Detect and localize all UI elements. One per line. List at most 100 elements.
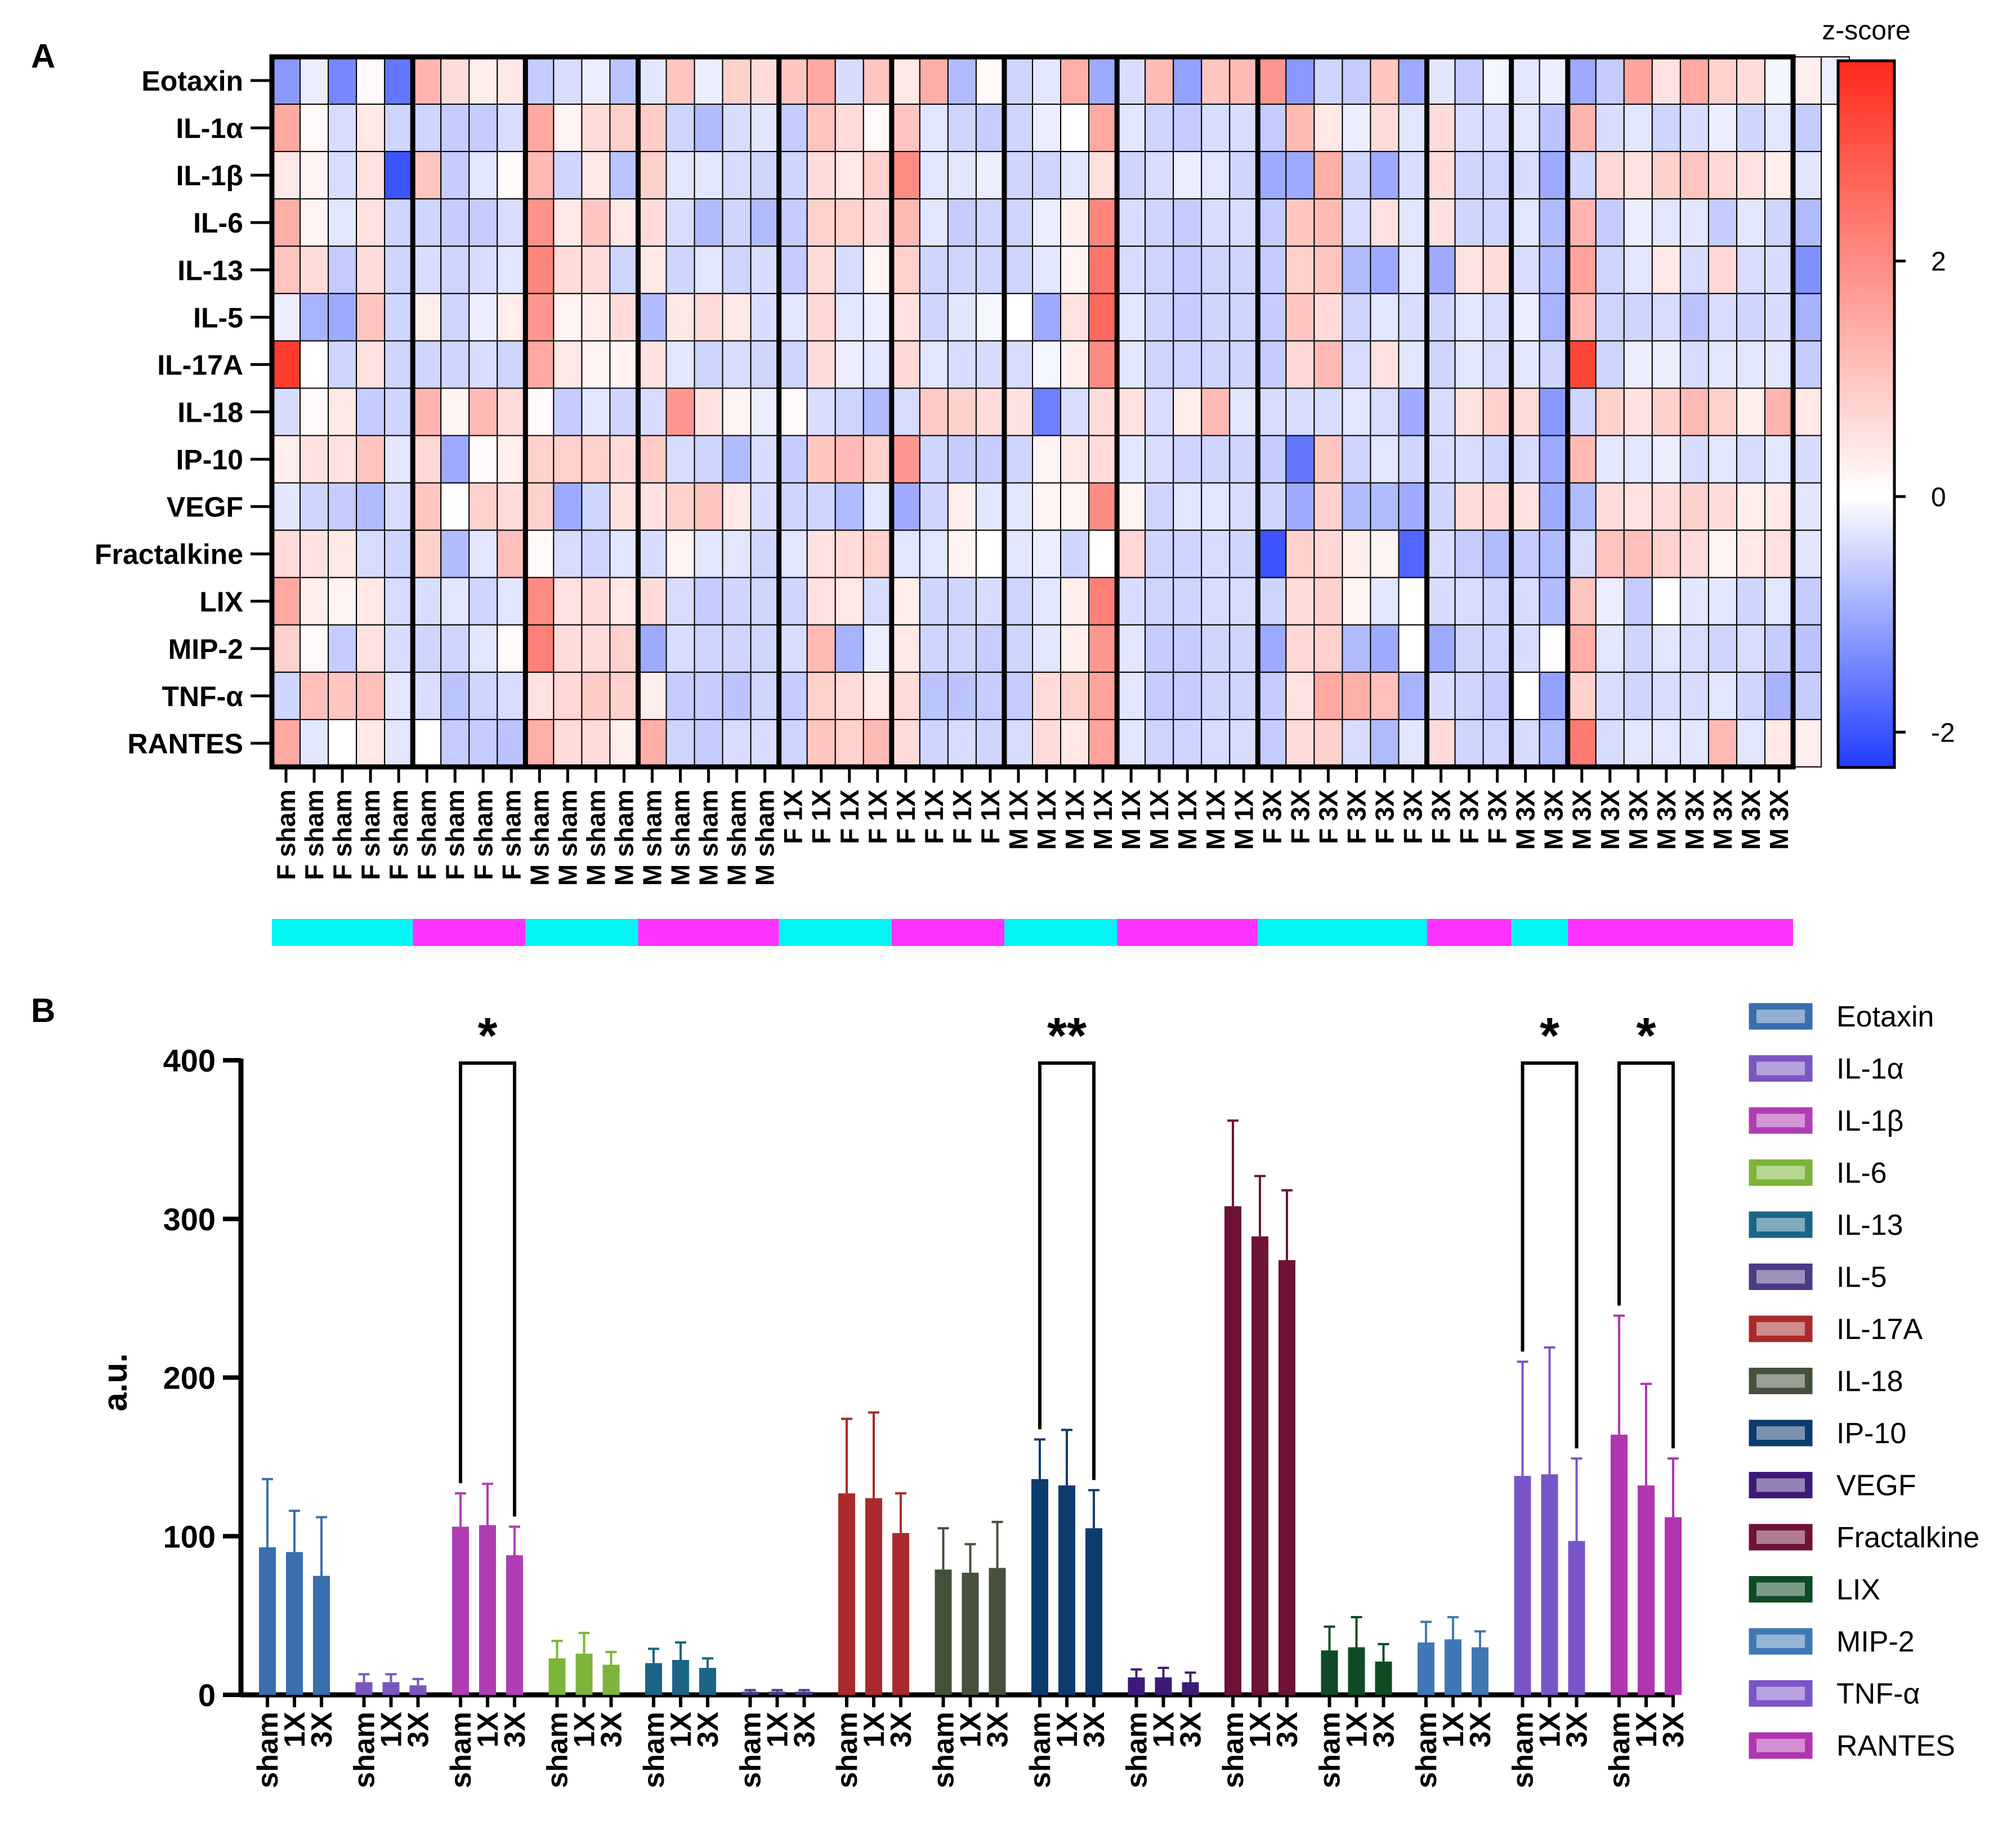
- heatmap-cell: [1482, 104, 1512, 153]
- heatmap-cell: [919, 529, 949, 578]
- column-label: M sham: [525, 789, 554, 886]
- heatmap-cell: [1623, 198, 1653, 247]
- heatmap-cell: [1116, 718, 1146, 768]
- heatmap-cell: [1398, 151, 1428, 200]
- heatmap-cell: [665, 624, 695, 673]
- column-label: M 3X: [1624, 789, 1653, 850]
- heatmap-cell: [1088, 56, 1118, 105]
- heatmap-cell: [356, 387, 386, 436]
- heatmap-cell: [919, 435, 949, 484]
- heatmap-cell: [1398, 387, 1428, 436]
- heatmap-cell: [1595, 104, 1625, 153]
- heatmap-cell: [1539, 482, 1568, 531]
- heatmap-cell: [525, 435, 555, 484]
- heatmap-cell: [750, 104, 780, 153]
- heatmap-cell: [975, 387, 1005, 436]
- heatmap-cell: [919, 624, 949, 673]
- bar: [1375, 1661, 1392, 1695]
- heatmap-cell: [975, 151, 1005, 200]
- heatmap-cell: [1370, 529, 1400, 578]
- heatmap-cell: [919, 577, 949, 626]
- heatmap-cell: [1454, 198, 1484, 247]
- legend-swatch: [1749, 1524, 1813, 1551]
- heatmap-cell: [1623, 340, 1653, 389]
- significance-bracket: [1521, 1061, 1579, 1449]
- heatmap-cell: [891, 624, 920, 673]
- heatmap-cell: [1003, 246, 1034, 294]
- column-label: F 3X: [1257, 789, 1286, 844]
- significance-bracket: [1038, 1061, 1096, 1480]
- x-tick-label: 3X: [1561, 1712, 1594, 1748]
- heatmap-cell: [553, 671, 583, 720]
- heatmap-cell: [1707, 529, 1737, 578]
- heatmap-cell: [1313, 435, 1343, 484]
- heatmap-cell: [1736, 198, 1765, 247]
- heatmap-cell: [384, 387, 414, 436]
- heatmap-cell: [1764, 293, 1794, 342]
- colorbar-gradient: [1836, 59, 1896, 769]
- heatmap-cell: [1285, 246, 1315, 294]
- column-label: M 3X: [1567, 789, 1597, 850]
- heatmap-cell: [1370, 104, 1400, 153]
- heatmap-cell: [665, 293, 695, 342]
- heatmap-cell: [1088, 718, 1118, 768]
- heatmap-cell: [919, 387, 949, 436]
- heatmap-cell: [468, 340, 498, 389]
- heatmap-cell: [581, 718, 611, 768]
- panel-a-label: A: [31, 37, 55, 75]
- heatmap-cell: [1764, 577, 1794, 626]
- heatmap-cell: [665, 482, 695, 531]
- heatmap-cell: [271, 246, 301, 294]
- heatmap-cell: [1764, 671, 1794, 720]
- heatmap-cell: [497, 151, 526, 200]
- heatmap-cell: [1426, 718, 1456, 768]
- heatmap-cell: [525, 104, 555, 153]
- heatmap-cell: [1032, 482, 1062, 531]
- heatmap-cell: [1651, 151, 1681, 200]
- heatmap-cell: [1285, 340, 1315, 389]
- heatmap-cell: [637, 577, 667, 626]
- heatmap-cell: [356, 435, 386, 484]
- heatmap-cell: [1145, 435, 1174, 484]
- heatmap-cell: [1088, 671, 1118, 720]
- heatmap-cell: [1398, 577, 1428, 626]
- heatmap-cell: [1003, 624, 1034, 673]
- heatmap-cell: [412, 340, 442, 389]
- heatmap-cell: [440, 293, 470, 342]
- heatmap-cell: [440, 340, 470, 389]
- column-label: M 3X: [1511, 789, 1540, 850]
- heatmap-cell: [1003, 529, 1034, 578]
- heatmap-cell: [694, 246, 723, 294]
- heatmap-cell: [975, 198, 1005, 247]
- heatmap-cell: [1201, 671, 1231, 720]
- x-tick-label: 1X: [1534, 1712, 1567, 1748]
- heatmap-cell: [750, 387, 780, 436]
- heatmap-cell: [665, 387, 695, 436]
- heatmap-cell: [750, 56, 780, 105]
- heatmap-cell: [1454, 577, 1484, 626]
- heatmap-cell: [1567, 435, 1597, 484]
- heatmap-cell: [891, 198, 920, 247]
- legend-label: IL-1α: [1836, 1053, 1904, 1086]
- heatmap-cell: [384, 577, 414, 626]
- heatmap-cell: [1454, 56, 1484, 105]
- heatmap-cell: [328, 151, 357, 200]
- group-bar-segment: [1004, 919, 1117, 946]
- heatmap-cell: [440, 529, 470, 578]
- heatmap-cell: [300, 246, 329, 294]
- heatmap-cell: [862, 482, 892, 531]
- heatmap-cell: [665, 246, 695, 294]
- significance-label: *: [1540, 1008, 1559, 1064]
- group-bar-segment: [525, 919, 638, 946]
- legend-swatch-highlight: [1756, 1218, 1805, 1231]
- heatmap-cell: [1342, 577, 1371, 626]
- legend-swatch-highlight: [1756, 1739, 1805, 1752]
- heatmap-cell: [806, 151, 836, 200]
- heatmap-cell: [1060, 293, 1090, 342]
- heatmap-cell: [328, 577, 357, 626]
- heatmap-cell: [300, 198, 329, 247]
- heatmap-cell: [1060, 151, 1090, 200]
- bar: [1568, 1541, 1585, 1695]
- heatmap-cell: [1201, 198, 1231, 247]
- heatmap-cell: [1539, 435, 1568, 484]
